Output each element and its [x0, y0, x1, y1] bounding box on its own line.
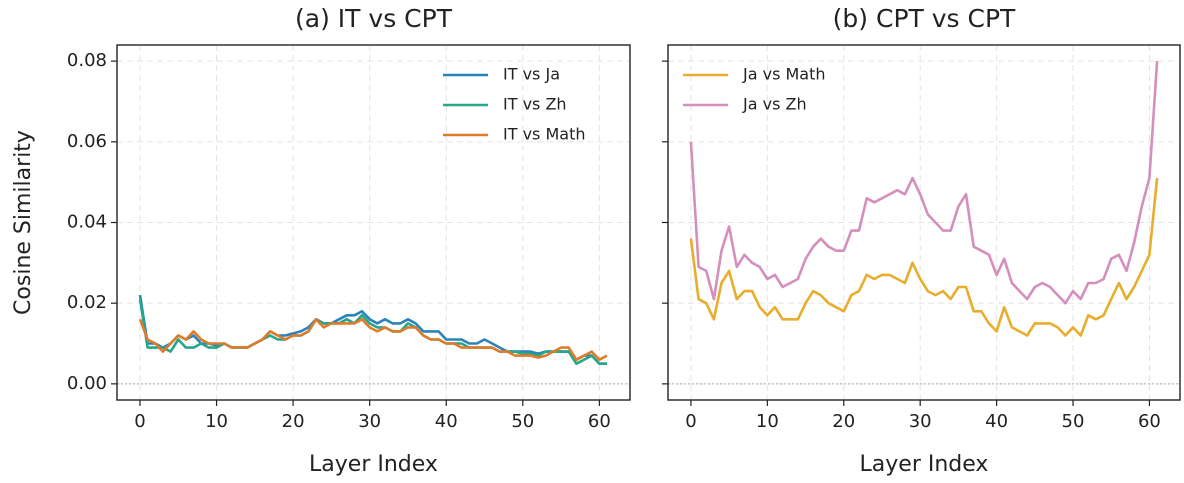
- x-tick-label: 30: [358, 411, 381, 432]
- y-axis-label: Cosine Similarity: [11, 130, 36, 315]
- y-tick-label: 0.02: [67, 292, 107, 313]
- x-tick-label: 20: [282, 411, 305, 432]
- x-tick-label: 30: [909, 411, 932, 432]
- panel: 0.00 0.02 0.04 0.06 0.08 0 10 20 30 40 50 60 (a) IT …: [11, 4, 631, 477]
- series-line: [689, 177, 1159, 337]
- x-tick-label: 50: [1062, 411, 1085, 432]
- series-line: [138, 318, 608, 361]
- plot-frame: [116, 44, 631, 401]
- panel: 0 10 20 30 40 50 60 (b) CPT vs CPT Layer Index Ja…: [662, 4, 1181, 477]
- y-tick-label: 0.00: [67, 373, 107, 394]
- x-tick-label: 0: [685, 411, 696, 432]
- legend-label: IT vs Zh: [503, 95, 567, 114]
- chart-title: (a) IT vs CPT: [295, 4, 453, 33]
- chart-title: (b) CPT vs CPT: [833, 4, 1016, 33]
- series-line: [138, 294, 607, 365]
- x-tick-label: 10: [756, 411, 779, 432]
- x-tick-label: 60: [1138, 411, 1161, 432]
- x-tick-label: 50: [511, 411, 534, 432]
- y-tick-label: 0.08: [67, 50, 107, 71]
- x-tick-label: 40: [985, 411, 1008, 432]
- x-tick-label: 0: [134, 411, 145, 432]
- y-tick-label: 0.06: [67, 131, 107, 152]
- x-tick-label: 20: [832, 411, 855, 432]
- series-line: [138, 298, 607, 365]
- legend-label: IT vs Ja: [503, 65, 560, 84]
- x-axis-label: Layer Index: [860, 452, 989, 477]
- series-line: [689, 61, 1159, 305]
- y-tick-label: 0.04: [67, 212, 107, 233]
- x-tick-label: 10: [205, 411, 228, 432]
- legend-label: Ja vs Math: [742, 65, 826, 84]
- legend-label: Ja vs Zh: [742, 95, 807, 114]
- x-tick-label: 40: [435, 411, 458, 432]
- legend-label: IT vs Math: [503, 125, 586, 144]
- plot-frame: [667, 44, 1181, 401]
- x-axis-label: Layer Index: [309, 452, 438, 477]
- x-tick-label: 60: [588, 411, 611, 432]
